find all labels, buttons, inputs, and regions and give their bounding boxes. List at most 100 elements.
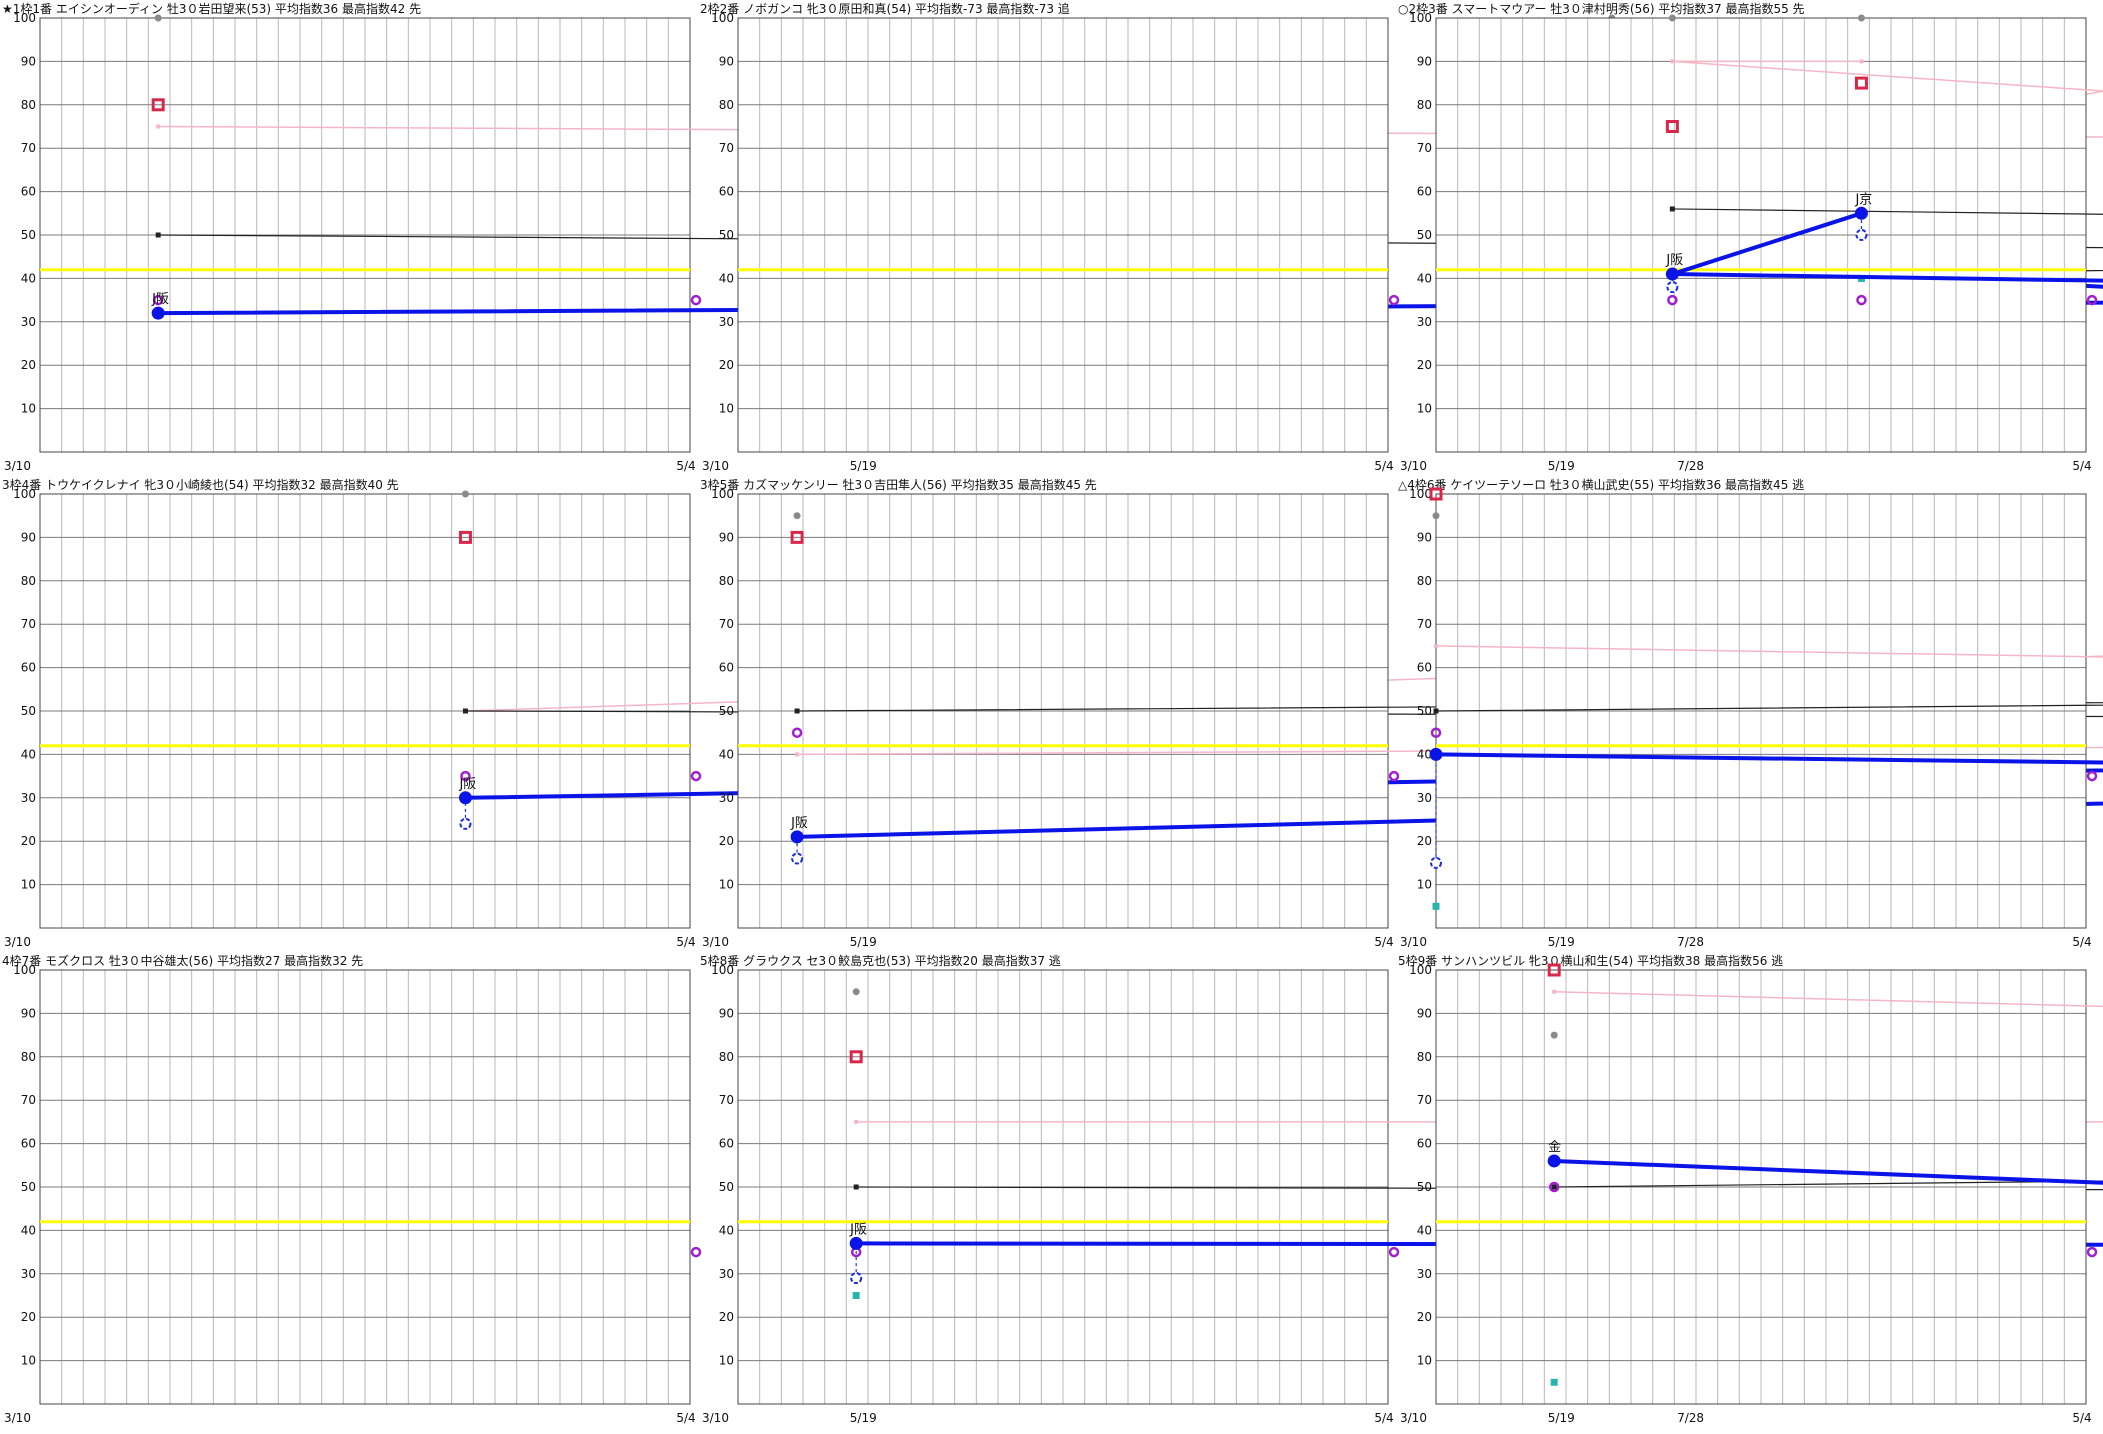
y-tick-label: 70: [21, 1093, 36, 1107]
y-tick-label: 60: [719, 661, 734, 675]
plot-border: [737, 969, 1389, 1405]
black-point: [1669, 206, 1675, 212]
y-tick-label: 60: [21, 185, 36, 199]
x-tick-label: 3/10: [1400, 935, 1427, 949]
y-tick-label: 40: [21, 747, 36, 761]
main-point: [1547, 1154, 1561, 1168]
red-square-marker: [849, 1050, 863, 1064]
y-tick-label: 70: [21, 617, 36, 631]
plot-border: [1435, 17, 2087, 453]
y-tick-label: 80: [21, 574, 36, 588]
gray-dot: [1857, 14, 1865, 22]
y-tick-label: 10: [1417, 402, 1432, 416]
blue-open-circle: [1855, 229, 1868, 241]
blue-open-circle: [850, 1272, 863, 1285]
x-tick-label: 5/4: [1374, 935, 1393, 949]
x-tick-label: 5/19: [1548, 459, 1575, 473]
x-tick-label: 3/10: [702, 459, 729, 473]
y-tick-label: 30: [1417, 1267, 1432, 1281]
plot-border: [737, 493, 1389, 929]
y-tick-label: 50: [1417, 228, 1432, 242]
main-point: [790, 830, 804, 844]
chart-panel: 1020304050607080901003/105/197/2810/612/…: [700, 477, 2103, 949]
plot-border: [737, 17, 1389, 453]
gray-dot: [793, 512, 801, 520]
y-tick-label: 20: [21, 1310, 36, 1324]
gray-dot: [1550, 1031, 1558, 1039]
y-tick-label: 70: [21, 141, 36, 155]
y-tick-label: 70: [1417, 1093, 1432, 1107]
main-series-line: [1670, 211, 2103, 283]
red-square-marker: [1429, 487, 1443, 501]
main-point-label: J阪: [458, 777, 476, 792]
y-tick-label: 10: [21, 878, 36, 892]
x-tick-label: 5/4: [1374, 459, 1393, 473]
y-tick-label: 70: [1417, 141, 1432, 155]
pink-point: [1859, 59, 1864, 64]
y-tick-label: 10: [719, 1354, 734, 1368]
chart-panel: 1020304050607080901003/105/197/2810/612/…: [1398, 1, 2103, 473]
y-tick-label: 50: [21, 228, 36, 242]
main-point: [151, 306, 165, 320]
x-tick-label: 3/10: [4, 935, 31, 949]
purple-circle-marker: [1430, 727, 1442, 738]
x-tick-label: 5/4: [676, 459, 695, 473]
red-square-marker: [1547, 963, 1561, 977]
x-tick-label: 3/10: [1400, 459, 1427, 473]
purple-circle-marker: [460, 770, 471, 782]
edge-circle-marker: [1388, 294, 1400, 306]
y-tick-label: 10: [21, 402, 36, 416]
black-point: [794, 708, 800, 714]
x-tick-label: 5/4: [2072, 935, 2091, 949]
main-point-label: J阪: [790, 816, 808, 831]
y-tick-label: 50: [719, 704, 734, 718]
y-tick-label: 60: [21, 661, 36, 675]
y-tick-label: 100: [13, 11, 36, 25]
blue-open-circle: [1666, 281, 1679, 294]
y-tick-label: 20: [719, 1310, 734, 1324]
main-point: [1854, 206, 1868, 220]
chart-panel: 1020304050607080901003/105/197/2810/612/…: [2, 953, 1704, 1425]
y-tick-label: 100: [711, 487, 734, 501]
chart-panel: 1020304050607080901003/105/197/2810/612/…: [2, 477, 2103, 949]
red-square-marker: [1665, 120, 1679, 133]
y-tick-label: 100: [1409, 11, 1432, 25]
y-tick-label: 20: [1417, 834, 1432, 848]
chart-panel: 1020304050607080901003/105/197/2810/612/…: [700, 1, 1575, 473]
y-tick-label: 30: [21, 315, 36, 329]
y-tick-label: 100: [711, 963, 734, 977]
gray-dot: [1432, 512, 1440, 520]
y-tick-label: 30: [1417, 315, 1432, 329]
purple-circle-marker: [791, 727, 803, 738]
teal-square-marker: [1550, 1378, 1558, 1386]
y-tick-label: 40: [21, 1223, 36, 1237]
y-tick-label: 10: [719, 878, 734, 892]
y-tick-label: 50: [719, 1180, 734, 1194]
plot-border: [1435, 969, 2087, 1405]
chart-title: 5枠9番 サンハンツビル 牝3０横山和生(54) 平均指数38 最高指数56 逃: [1398, 953, 1783, 968]
y-tick-label: 90: [719, 1006, 734, 1020]
y-tick-label: 90: [21, 1006, 36, 1020]
y-tick-label: 60: [21, 1137, 36, 1151]
pink-point: [854, 1119, 859, 1124]
y-tick-label: 50: [1417, 1180, 1432, 1194]
x-tick-label: 3/10: [4, 1411, 31, 1425]
y-tick-label: 80: [719, 98, 734, 112]
y-tick-label: 70: [719, 1093, 734, 1107]
x-tick-label: 3/10: [4, 459, 31, 473]
x-tick-label: 5/4: [676, 935, 695, 949]
chart-title: ○2枠3番 スマートマウアー 牡3０津村明秀(56) 平均指数37 最高指数55…: [1398, 1, 1805, 16]
edge-circle-marker: [2086, 770, 2098, 782]
y-tick-label: 30: [21, 791, 36, 805]
y-tick-label: 80: [1417, 98, 1432, 112]
chart-title: ★1枠1番 エイシンオーディン 牡3０岩田望来(53) 平均指数36 最高指数4…: [2, 1, 421, 16]
y-tick-label: 50: [21, 1180, 36, 1194]
main-point-label: J阪: [1665, 253, 1683, 268]
black-point: [1433, 708, 1439, 714]
y-tick-label: 10: [1417, 1354, 1432, 1368]
main-point-label: J京: [1854, 192, 1872, 207]
chart-title: 3枠4番 トウケイクレナイ 牝3０小崎綾也(54) 平均指数32 最高指数40 …: [2, 477, 399, 492]
x-tick-label: 5/19: [850, 1411, 877, 1425]
purple-circle-marker: [1856, 294, 1867, 306]
